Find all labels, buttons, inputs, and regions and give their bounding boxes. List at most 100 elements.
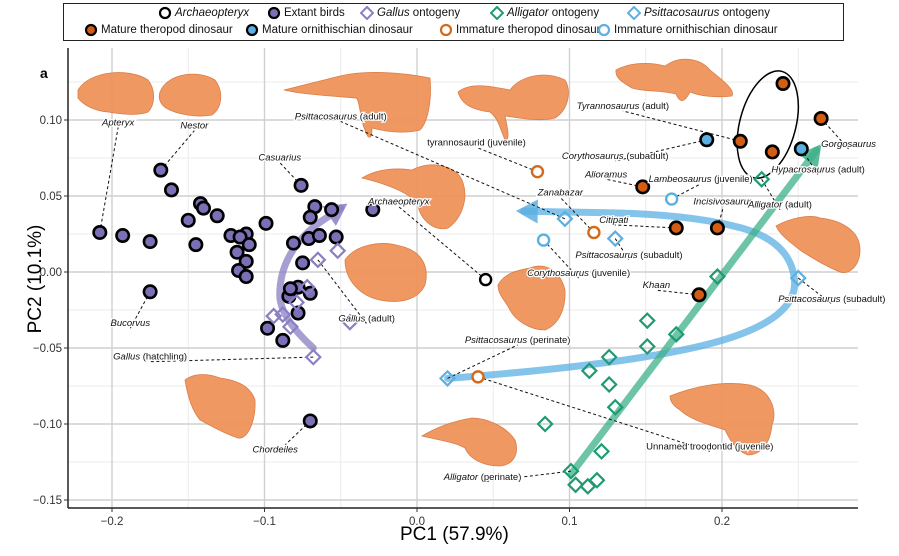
panel-label: a <box>40 65 48 81</box>
extant-birds-point <box>238 269 254 285</box>
extant-birds-point <box>163 182 179 198</box>
legend-marker-icon <box>267 6 281 20</box>
annotation-leader <box>614 238 630 261</box>
legend-marker-icon <box>158 6 172 20</box>
immature-ornithischian-dinosaur-point <box>536 233 551 247</box>
annotation-leader <box>476 146 538 173</box>
mature-theropod-dinosaur-point <box>691 287 707 303</box>
trajectory-arrowhead <box>798 144 822 169</box>
annotation-leader <box>99 127 119 233</box>
annotation-label: Apteryx <box>101 118 135 129</box>
gallus-ontogeny-point <box>287 293 306 311</box>
extant-birds-point <box>302 209 318 225</box>
extant-birds-point <box>229 244 245 260</box>
legend-marker-icon <box>84 23 98 37</box>
alligator-ontogeny-point <box>579 477 597 495</box>
annotation-leader <box>447 344 518 379</box>
y-tick-label: 0.10 <box>40 115 62 127</box>
endocast-images <box>77 58 861 467</box>
immature-theropod-dinosaur-point <box>530 164 545 179</box>
endocast-image <box>457 74 569 141</box>
legend-label: Immature ornithischian dinosaur <box>614 24 778 36</box>
alligator-ontogeny-point <box>567 476 585 494</box>
extant-birds-point <box>311 228 327 244</box>
annotation-label: Alioramus <box>584 169 627 180</box>
extant-birds-point <box>232 229 248 245</box>
legend-label: Immature theropod dinosaur <box>456 24 601 36</box>
mature-theropod-dinosaur-point <box>775 76 791 92</box>
annotation-leader <box>622 110 741 142</box>
legend-item: Psittacosaurus ontogeny <box>627 6 770 20</box>
psittacosaurus-ontogeny-point <box>556 210 574 228</box>
annotation-label: Bucorvus <box>110 318 150 329</box>
legend-label-italic: Alligator <box>507 7 549 19</box>
annotation-leader <box>477 376 710 452</box>
alligator-ontogeny-point <box>600 348 618 366</box>
endocast-image <box>615 58 733 101</box>
mature-theropod-dinosaur-point <box>668 220 684 236</box>
mature-theropod-dinosaur-point <box>709 220 725 236</box>
alligator-ontogeny-point <box>667 325 685 343</box>
endocast-image <box>184 374 256 439</box>
mature-theropod-dinosaur-point <box>732 133 748 149</box>
extant-birds-point <box>302 413 318 429</box>
y-tick-label: −0.10 <box>33 419 62 431</box>
y-tick-label: 0.00 <box>40 267 62 279</box>
extant-birds-point <box>196 200 212 216</box>
annotation-label: Tyrannosaurus (adult) <box>577 101 669 112</box>
immature-ornithischian-dinosaur-point <box>664 192 679 206</box>
legend-label: Mature theropod dinosaur <box>101 24 233 36</box>
alligator-ontogeny-point <box>588 471 606 489</box>
legend-label: ontogeny <box>409 7 461 19</box>
endocast-image <box>420 417 517 467</box>
endocast-image <box>360 164 466 230</box>
annotation-leader <box>482 470 572 483</box>
mature-theropod-dinosaur-point <box>764 144 780 160</box>
annotation-label: Psittacosaurus (subadult) <box>575 250 682 261</box>
endocast-image <box>283 71 431 138</box>
psittacosaurus-ontogeny-point <box>789 269 807 287</box>
extant-birds-point <box>293 177 309 193</box>
alligator-ontogeny-point <box>708 268 726 286</box>
annotation-leader <box>160 130 195 171</box>
annotation-label: Nestor <box>180 121 209 132</box>
annotation-leader <box>613 224 677 229</box>
alligator-ontogeny-point <box>592 442 611 460</box>
alligator-ontogeny-point <box>600 375 618 394</box>
annotation-label: Gallus (hatchling) <box>113 352 187 363</box>
legend-open-circle-icon <box>158 6 172 20</box>
y-tick-label: −0.15 <box>33 495 62 507</box>
legend-marker-icon <box>627 6 641 20</box>
extant-birds-point <box>209 208 225 224</box>
annotation-label: Citipati <box>599 215 629 226</box>
extant-birds-point <box>153 162 169 178</box>
annotation-leader <box>716 206 725 229</box>
legend-item: Mature ornithischian dinosaur <box>245 23 413 37</box>
annotation-label: Corythosaurus (juvenile) <box>527 268 630 279</box>
annotation-label: Gorgosaurus <box>821 139 876 150</box>
legend-item: Extant birds <box>267 6 345 20</box>
annotation-label: Alligator (adult) <box>747 200 812 211</box>
annotation-label: Alligator (perinate) <box>443 472 522 483</box>
legend-marker-icon <box>490 6 504 20</box>
endocast-image <box>669 383 775 456</box>
annotation-leader <box>274 420 311 455</box>
trajectory-line <box>567 146 821 478</box>
annotation-label: Incisivosaurus <box>693 197 753 208</box>
mature-ornithischian-dinosaur-point <box>699 132 715 148</box>
endocast-image <box>775 216 861 273</box>
endocast-image <box>77 72 155 115</box>
annotation-label: Corythosaurus (subadult) <box>562 151 669 162</box>
legend-item: Archaeopteryx <box>158 6 249 20</box>
annotation-label: Archaeopteryx <box>367 197 431 208</box>
extant-birds-point <box>302 285 318 301</box>
tyrannosaur-highlight-ellipse <box>736 70 800 179</box>
endocast-image <box>497 265 566 331</box>
legend-diamond-icon <box>490 6 504 20</box>
extant-birds-point <box>258 215 274 231</box>
extant-birds-point <box>115 228 131 244</box>
alligator-ontogeny-point <box>536 415 554 433</box>
gallus-ontogeny-point <box>265 307 283 325</box>
annotation-label: Lambeosaurus (juvenile) <box>649 174 753 185</box>
annotation-leader <box>559 197 595 233</box>
